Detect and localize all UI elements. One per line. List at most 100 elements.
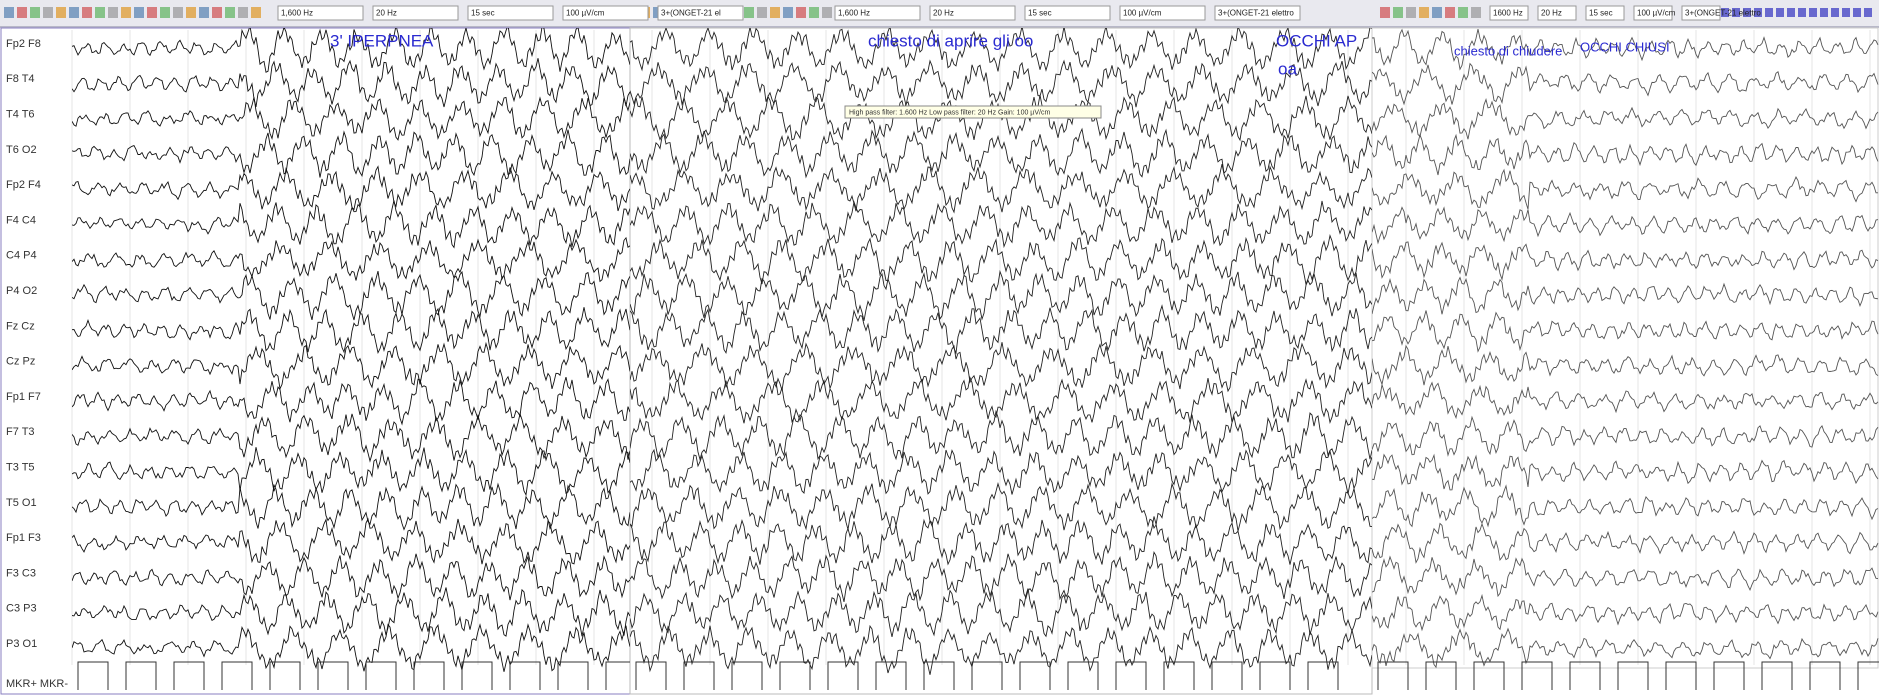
eeg-trace bbox=[72, 200, 630, 247]
eeg-trace bbox=[630, 129, 1372, 177]
toolbar-button[interactable] bbox=[108, 7, 118, 18]
toolbar-button[interactable] bbox=[199, 7, 209, 18]
toolbar-button[interactable] bbox=[225, 7, 235, 18]
nav-button[interactable] bbox=[1864, 8, 1872, 17]
channel-label: T5 O1 bbox=[6, 497, 37, 509]
toolbar-button[interactable] bbox=[783, 7, 793, 18]
toolbar-button[interactable] bbox=[186, 7, 196, 18]
annotation: 3' IPERPNEA bbox=[330, 31, 434, 50]
toolbar-button[interactable] bbox=[796, 7, 806, 18]
eeg-screen: Fp2 F8F8 T4T4 T6T6 O2Fp2 F4F4 C4C4 P4P4 … bbox=[0, 0, 1879, 698]
toolbar-button[interactable] bbox=[822, 7, 832, 18]
eeg-trace bbox=[630, 342, 1372, 391]
eeg-trace bbox=[630, 552, 1372, 602]
annotation: OCCHI CHIUSI bbox=[1580, 39, 1670, 54]
nav-button[interactable] bbox=[1776, 8, 1784, 17]
nav-button[interactable] bbox=[1831, 8, 1839, 17]
toolbar-button[interactable] bbox=[147, 7, 157, 18]
nav-button[interactable] bbox=[1820, 8, 1828, 17]
dropdown-value[interactable]: 1,600 Hz bbox=[838, 9, 870, 18]
nav-button[interactable] bbox=[1809, 8, 1817, 17]
dropdown-value[interactable]: 100 µV/cm bbox=[566, 9, 605, 18]
eeg-trace bbox=[72, 238, 630, 282]
channel-label: T4 T6 bbox=[6, 109, 35, 121]
toolbar-button[interactable] bbox=[95, 7, 105, 18]
toolbar-button[interactable] bbox=[1406, 7, 1416, 18]
nav-button[interactable] bbox=[1798, 8, 1806, 17]
annotation: oa bbox=[1278, 59, 1297, 78]
channel-label: T6 O2 bbox=[6, 144, 37, 156]
eeg-trace bbox=[1372, 135, 1878, 175]
eeg-trace bbox=[630, 450, 1372, 495]
channel-label: C3 P3 bbox=[6, 603, 37, 615]
toolbar-button[interactable] bbox=[30, 7, 40, 18]
dropdown-value[interactable]: 15 sec bbox=[471, 9, 495, 18]
dropdown-value[interactable]: 100 µV/cm bbox=[1637, 9, 1676, 18]
dropdown-value[interactable]: 100 µV/cm bbox=[1123, 9, 1162, 18]
tooltip-text: High pass filter: 1.600 Hz Low pass filt… bbox=[849, 109, 1050, 116]
eeg-trace bbox=[72, 167, 630, 211]
dropdown-value[interactable]: 1,600 Hz bbox=[281, 9, 313, 18]
channel-label: Fp1 F7 bbox=[6, 391, 41, 403]
eeg-trace bbox=[1372, 64, 1878, 105]
toolbar-button[interactable] bbox=[770, 7, 780, 18]
toolbar-button[interactable] bbox=[134, 7, 144, 18]
toolbar-button[interactable] bbox=[1471, 7, 1481, 18]
dropdown-value[interactable]: 20 Hz bbox=[1541, 9, 1562, 18]
toolbar-button[interactable] bbox=[757, 7, 767, 18]
toolbar-button[interactable] bbox=[809, 7, 819, 18]
dropdown-value[interactable]: 15 sec bbox=[1589, 9, 1613, 18]
dropdown-value[interactable]: 3+(ONGET-21 el bbox=[661, 9, 721, 18]
panel-border bbox=[630, 28, 1372, 694]
toolbar-button[interactable] bbox=[82, 7, 92, 18]
eeg-trace bbox=[72, 344, 630, 389]
toolbar-button[interactable] bbox=[43, 7, 53, 18]
marker-pulses bbox=[636, 662, 1338, 690]
toolbar-button[interactable] bbox=[160, 7, 170, 18]
channel-label: F4 C4 bbox=[6, 214, 36, 226]
eeg-viewer: Fp2 F8F8 T4T4 T6T6 O2Fp2 F4F4 C4C4 P4P4 … bbox=[0, 0, 1879, 698]
toolbar-button[interactable] bbox=[173, 7, 183, 18]
toolbar-button[interactable] bbox=[212, 7, 222, 18]
eeg-trace bbox=[630, 61, 1372, 107]
nav-button[interactable] bbox=[1787, 8, 1795, 17]
eeg-trace bbox=[1372, 557, 1878, 596]
toolbar-button[interactable] bbox=[251, 7, 261, 18]
channel-label: Fp1 F3 bbox=[6, 532, 41, 544]
toolbar-button[interactable] bbox=[1419, 7, 1429, 18]
channel-label: F7 T3 bbox=[6, 426, 35, 438]
toolbar-button[interactable] bbox=[1393, 7, 1403, 18]
eeg-trace bbox=[72, 414, 630, 461]
dropdown-value[interactable]: 20 Hz bbox=[376, 9, 397, 18]
dropdown-value[interactable]: 20 Hz bbox=[933, 9, 954, 18]
eeg-trace bbox=[1372, 486, 1878, 527]
eeg-trace bbox=[1372, 417, 1878, 455]
channel-label: T3 T5 bbox=[6, 462, 35, 474]
toolbar-button[interactable] bbox=[4, 7, 14, 18]
eeg-trace bbox=[1372, 596, 1878, 630]
nav-button[interactable] bbox=[1853, 8, 1861, 17]
channel-label: Fp2 F8 bbox=[6, 38, 41, 50]
eeg-trace bbox=[1372, 170, 1878, 209]
dropdown-value[interactable]: 1600 Hz bbox=[1493, 9, 1523, 18]
nav-button[interactable] bbox=[1842, 8, 1850, 17]
toolbar-button[interactable] bbox=[1458, 7, 1468, 18]
eeg-trace bbox=[72, 271, 630, 320]
toolbar-button[interactable] bbox=[1445, 7, 1455, 18]
dropdown-value[interactable]: 3+(ONGET-21 elettro bbox=[1685, 9, 1761, 18]
dropdown-value[interactable]: 15 sec bbox=[1028, 9, 1052, 18]
toolbar-button[interactable] bbox=[238, 7, 248, 18]
toolbar-button[interactable] bbox=[56, 7, 66, 18]
toolbar-button[interactable] bbox=[121, 7, 131, 18]
eeg-trace bbox=[72, 307, 630, 353]
toolbar-button[interactable] bbox=[1380, 7, 1390, 18]
channel-label: F3 C3 bbox=[6, 567, 36, 579]
dropdown-value[interactable]: 3+(ONGET-21 elettro bbox=[1218, 9, 1294, 18]
toolbar-button[interactable] bbox=[17, 7, 27, 18]
toolbar-button[interactable] bbox=[744, 7, 754, 18]
toolbar-button[interactable] bbox=[69, 7, 79, 18]
nav-button[interactable] bbox=[1765, 8, 1773, 17]
channel-label: P3 O1 bbox=[6, 638, 37, 650]
toolbar-button[interactable] bbox=[1432, 7, 1442, 18]
eeg-trace bbox=[1372, 455, 1878, 490]
